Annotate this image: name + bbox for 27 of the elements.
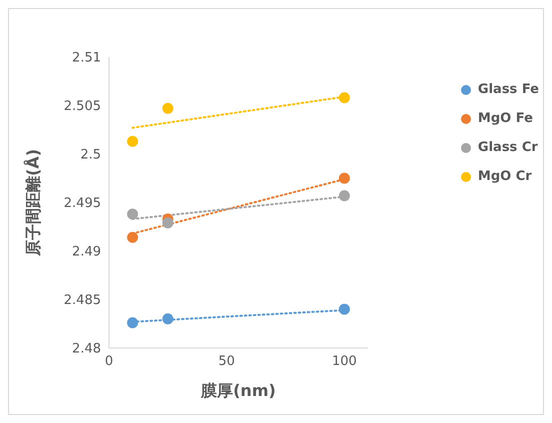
x-tick-label: 0 bbox=[104, 354, 114, 370]
y-tick-label: 2.495 bbox=[64, 196, 101, 212]
point bbox=[162, 313, 174, 324]
point bbox=[338, 172, 350, 184]
y-axis-title: 原子間距離(Å) bbox=[24, 148, 43, 258]
y-tick-label: 2.485 bbox=[64, 293, 101, 308]
legend-label: Glass Cr bbox=[478, 140, 538, 155]
point bbox=[162, 217, 174, 228]
x-axis-title: 膜厚(nm) bbox=[200, 381, 276, 400]
y-tick-label: 2.49 bbox=[72, 244, 101, 260]
point bbox=[338, 92, 350, 104]
x-tick-label: 100 bbox=[332, 354, 357, 370]
y-tick-label: 2.51 bbox=[72, 50, 101, 66]
legend-label: MgO Cr bbox=[478, 169, 532, 184]
point bbox=[338, 304, 350, 315]
point bbox=[338, 190, 350, 202]
legend-label: MgO Fe bbox=[478, 111, 533, 126]
point bbox=[127, 208, 138, 220]
legend-label: Glass Fe bbox=[478, 82, 539, 97]
point bbox=[127, 136, 138, 147]
y-tick-label: 2.505 bbox=[64, 99, 101, 114]
point bbox=[127, 317, 138, 328]
point bbox=[162, 102, 174, 114]
point bbox=[127, 232, 138, 243]
x-tick-label: 50 bbox=[218, 354, 235, 370]
y-tick-label: 2.5 bbox=[80, 148, 101, 163]
y-tick-label: 2.48 bbox=[72, 342, 101, 357]
